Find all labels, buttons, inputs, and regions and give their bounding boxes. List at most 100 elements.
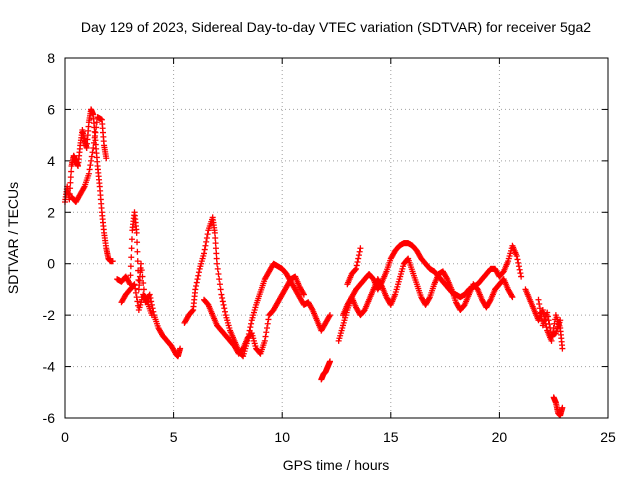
data-point <box>148 312 155 319</box>
data-point <box>201 246 208 253</box>
data-point <box>202 242 209 249</box>
data-point <box>518 273 525 280</box>
axis-ticks <box>64 57 609 419</box>
series-trace-g <box>318 358 333 383</box>
grid-lines <box>65 58 608 418</box>
data-point <box>134 258 141 265</box>
data-point <box>139 273 146 280</box>
data-point <box>261 337 268 344</box>
data-point <box>262 333 269 340</box>
data-point <box>211 229 218 236</box>
data-point <box>265 316 272 323</box>
data-point <box>515 263 522 270</box>
data-point <box>263 325 270 331</box>
data-point <box>218 291 225 298</box>
series-trace-l <box>535 296 564 339</box>
y-axis-label: SDTVAR / TECUs <box>5 182 21 294</box>
series-trace-k <box>522 286 566 352</box>
data-point <box>215 271 222 277</box>
data-point <box>134 239 141 246</box>
x-axis-label: GPS time / hours <box>283 457 390 473</box>
y-tick-label: 8 <box>47 50 55 66</box>
data-point <box>85 170 92 177</box>
data-point <box>263 329 270 336</box>
data-point <box>247 324 254 331</box>
data-point <box>517 270 524 277</box>
y-tick-label: -6 <box>43 410 56 426</box>
data-point <box>132 289 139 296</box>
data-point <box>138 267 145 274</box>
x-tick-label: 15 <box>383 429 399 445</box>
data-point <box>536 305 543 312</box>
data-point <box>222 308 229 315</box>
series-trace-a <box>62 106 116 265</box>
data-point <box>535 296 542 303</box>
y-tick-label: 2 <box>47 204 55 220</box>
x-tick-label: 0 <box>61 429 69 445</box>
data-point <box>146 291 153 298</box>
series-trace-f <box>201 273 307 357</box>
data-point <box>513 253 520 259</box>
data-point <box>133 294 140 301</box>
x-tick-label: 5 <box>170 429 178 445</box>
data-point <box>544 309 551 316</box>
data-point <box>91 134 98 141</box>
data-point <box>109 258 116 265</box>
data-point <box>216 281 223 288</box>
data-point <box>66 190 73 197</box>
series-trace-h <box>335 240 525 344</box>
x-tick-label: 20 <box>492 429 508 445</box>
data-point <box>214 260 221 267</box>
data-point <box>216 276 223 283</box>
data-point <box>93 124 100 131</box>
x-tick-labels: 0 5 10 15 20 25 <box>61 429 616 445</box>
data-point <box>212 245 219 252</box>
data-point <box>221 305 228 312</box>
y-tick-label: 4 <box>47 153 55 169</box>
data-point <box>192 286 199 293</box>
data-point <box>128 254 135 261</box>
data-point <box>546 321 553 328</box>
series-trace-m <box>550 394 566 419</box>
series-trace-j <box>344 245 364 288</box>
data-point <box>67 174 74 181</box>
y-tick-label: -2 <box>43 307 56 323</box>
data-point <box>326 312 333 319</box>
data-point <box>204 231 211 238</box>
data-point <box>127 272 134 279</box>
data-point <box>214 265 221 272</box>
series-trace-b <box>68 114 110 205</box>
data-point <box>88 153 95 160</box>
data-point <box>248 320 255 327</box>
data-point <box>87 162 94 169</box>
series-trace-i <box>340 255 516 319</box>
data-point <box>134 248 141 255</box>
data-point <box>147 295 154 301</box>
data-point <box>126 280 133 286</box>
chart-title: Day 129 of 2023, Sidereal Day-to-day VTE… <box>81 19 591 35</box>
data-point <box>128 245 135 252</box>
data-point <box>203 238 210 245</box>
data-point <box>201 250 208 257</box>
data-point <box>140 286 147 293</box>
data-point <box>537 309 544 316</box>
data-point <box>217 286 224 293</box>
series-trace-c <box>114 209 184 360</box>
data-point <box>194 276 201 283</box>
data-point <box>355 252 362 259</box>
data-point <box>543 324 550 331</box>
data-point <box>220 301 227 308</box>
data-point <box>189 307 196 314</box>
data-point <box>515 259 522 266</box>
data-point <box>143 298 150 304</box>
data-point <box>508 292 515 299</box>
data-point <box>193 283 200 289</box>
data-point <box>130 282 137 289</box>
x-tick-label: 25 <box>600 429 616 445</box>
data-point <box>353 265 360 272</box>
data-point <box>536 301 543 307</box>
series-trace-d <box>118 281 155 319</box>
data-point <box>544 313 551 320</box>
data-point <box>308 305 315 312</box>
